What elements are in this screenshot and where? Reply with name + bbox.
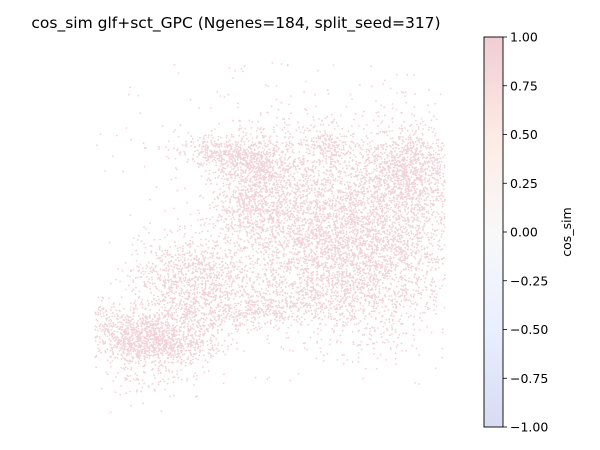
colorbar-tick-label: −0.25 [510,273,548,288]
colorbar: 1.00 0.75 0.50 0.25 0.00 −0.25 −0.50 −0.75 −1.00… [483,30,574,435]
colorbar-tick-label: 0.25 [510,176,538,191]
colorbar-fill [484,37,503,427]
colorbar-tick-label: −0.50 [510,322,548,337]
colorbar-label: cos_sim [559,207,574,256]
chart-title: cos_sim glf+sct_GPC (Ngenes=184, split_s… [31,14,440,33]
colorbar-tick-label: −0.75 [510,371,548,386]
colorbar-tick-label: 1.00 [510,30,538,45]
colorbar-tick-label: 0.75 [510,78,538,93]
colorbar-ticks: 1.00 0.75 0.50 0.25 0.00 −0.25 −0.50 −0.75 −1.00 [503,30,548,435]
colorbar-tick-label: 0.50 [510,127,538,142]
scatter-points [94,61,446,414]
colorbar-tick-label: −1.00 [510,420,548,435]
scatter-point-cloud [94,61,446,414]
colorbar-tick-label: 0.00 [510,225,538,240]
